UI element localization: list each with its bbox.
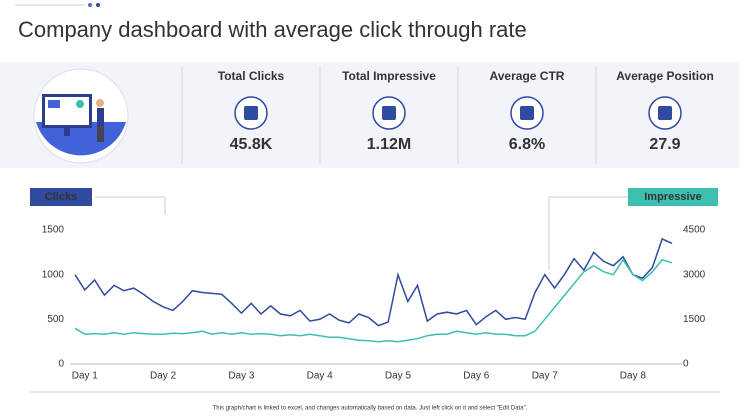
y-tick-label: 1000 [42, 269, 65, 280]
dot [96, 3, 100, 7]
dot [88, 3, 92, 7]
x-tick-label: Day 7 [532, 371, 559, 382]
kpi-icon-glyph [658, 106, 672, 120]
legend-banner [628, 188, 718, 206]
kpi-label: Average CTR [490, 69, 565, 83]
footnote: This graph/chart is linked to excel, and… [213, 406, 528, 412]
legend-label: Impressive [644, 191, 701, 203]
y2-tick-label: 0 [683, 359, 689, 370]
kpi-icon-glyph [382, 106, 396, 120]
screen-block [48, 100, 60, 108]
legend-banner [30, 188, 92, 206]
kpi-icon-glyph [520, 106, 534, 120]
x-tick-label: Day 2 [150, 371, 177, 382]
page-title: Company dashboard with average click thr… [18, 17, 527, 42]
person-body [97, 108, 104, 126]
kpi-value: 45.8K [230, 136, 273, 153]
kpi-value: 6.8% [509, 136, 545, 153]
x-tick-label: Day 1 [72, 371, 99, 382]
kpi-icon-glyph [244, 106, 258, 120]
legend-label: Clicks [45, 191, 77, 203]
stand [64, 128, 70, 136]
kpi-label: Total Clicks [218, 69, 285, 83]
kpi-label: Average Position [616, 69, 714, 83]
series-line [74, 237, 673, 327]
y-tick-label: 0 [58, 359, 64, 370]
kpi-label: Total Impressive [342, 69, 436, 83]
y2-tick-label: 1500 [683, 314, 706, 325]
y-tick-label: 1500 [42, 225, 65, 236]
y2-tick-label: 3000 [683, 269, 706, 280]
illustration [33, 68, 129, 164]
x-tick-label: Day 4 [307, 371, 334, 382]
kpi-value: 27.9 [649, 136, 680, 153]
y2-tick-label: 4500 [683, 225, 706, 236]
screen-pie [76, 100, 84, 108]
person-head [96, 99, 104, 107]
series-line [74, 258, 673, 343]
x-tick-label: Day 3 [228, 371, 255, 382]
person-legs [97, 126, 104, 142]
x-tick-label: Day 6 [463, 371, 490, 382]
kpi-value: 1.12M [367, 136, 411, 153]
x-tick-label: Day 5 [385, 371, 412, 382]
x-tick-label: Day 8 [620, 371, 647, 382]
y-tick-label: 500 [47, 314, 64, 325]
